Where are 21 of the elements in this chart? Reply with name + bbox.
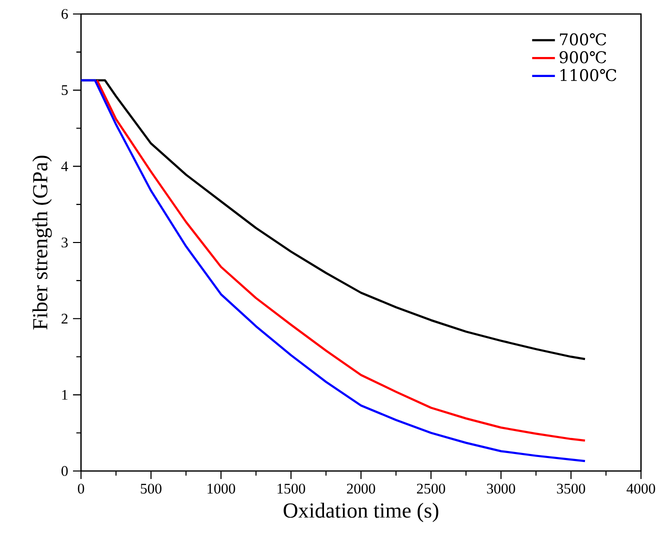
y-tick-label: 2: [62, 314, 68, 324]
y-tick-label: 6: [62, 9, 68, 19]
legend-label: 1100℃: [560, 69, 616, 82]
x-tick-label: 2000: [346, 484, 376, 494]
x-tick-label: 1500: [278, 484, 306, 494]
x-tick-label: 500: [140, 484, 162, 494]
x-tick-label: 2500: [416, 484, 446, 494]
x-axis-title: Oxidation time (s): [284, 502, 438, 522]
x-tick-label: 4000: [626, 484, 656, 494]
x-tick-label: 3500: [557, 484, 586, 494]
y-tick-label: 1: [62, 390, 68, 400]
y-tick-label: 4: [61, 162, 68, 172]
x-tick-label: 1000: [208, 484, 236, 494]
y-tick-label: 0: [62, 466, 68, 476]
legend-label: 900℃: [560, 51, 606, 64]
y-tick-label: 5: [62, 85, 68, 96]
legend-label: 700℃: [560, 33, 606, 46]
y-axis-title: Fiber strength (GPa): [32, 156, 52, 330]
x-tick-label: 3000: [487, 484, 516, 494]
y-tick-label: 3: [62, 238, 68, 248]
x-tick-label: 0: [78, 484, 84, 494]
